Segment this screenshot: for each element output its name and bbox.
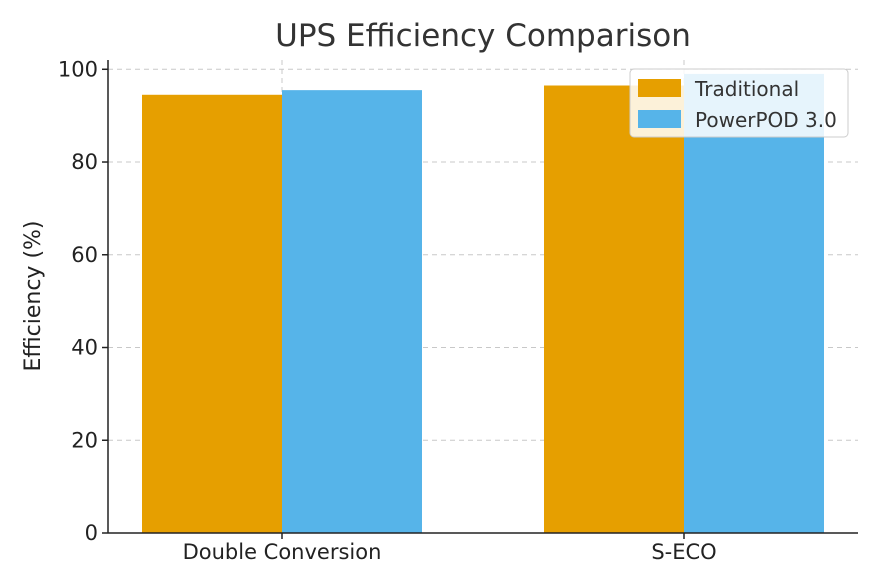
- bar-powerpod-3-0-double-conversion: [282, 90, 422, 534]
- bar-traditional-double-conversion: [142, 94, 282, 533]
- axes: [107, 60, 858, 534]
- y-tick-label: 0: [85, 521, 98, 545]
- x-ticks: Double Conversion S-ECO: [183, 533, 717, 564]
- x-tick-label: Double Conversion: [183, 540, 382, 564]
- legend-box: [629, 68, 849, 138]
- chart-title: UPS Efficiency Comparison: [275, 18, 691, 54]
- y-tick-label: 80: [71, 150, 98, 174]
- y-tick-label: 20: [71, 428, 98, 452]
- bar-traditional-s-eco: [544, 85, 684, 533]
- y-tick-label: 40: [71, 336, 98, 360]
- bars: [142, 73, 824, 534]
- legend-swatch: [638, 79, 681, 97]
- legend: Traditional PowerPOD 3.0: [629, 68, 849, 138]
- bar-powerpod-3-0-s-eco: [684, 73, 824, 533]
- legend-label: PowerPOD 3.0: [695, 108, 837, 132]
- y-ticks: 0 20 40 60 80 100: [58, 57, 108, 545]
- y-tick-label: 60: [71, 243, 98, 267]
- x-tick-label: S-ECO: [651, 540, 716, 564]
- legend-swatch: [638, 110, 681, 128]
- legend-label: Traditional: [694, 77, 799, 101]
- y-axis-label: Efficiency (%): [21, 220, 46, 371]
- y-tick-label: 100: [58, 57, 98, 81]
